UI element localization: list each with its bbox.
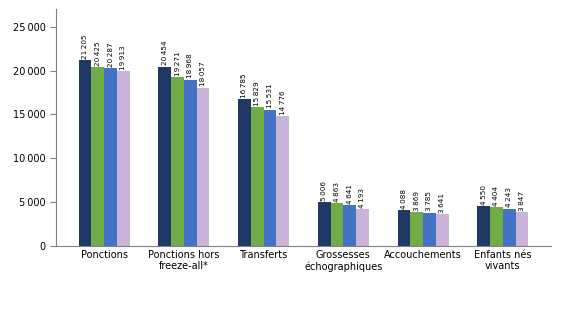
Bar	[343, 205, 356, 246]
Text: 3 785: 3 785	[427, 191, 432, 211]
Bar	[318, 202, 330, 246]
Text: 19 271: 19 271	[175, 51, 180, 76]
Bar	[356, 209, 369, 246]
Text: 4 243: 4 243	[506, 187, 512, 207]
Text: 4 088: 4 088	[401, 189, 407, 209]
Text: 4 641: 4 641	[347, 184, 353, 204]
Bar	[264, 110, 277, 246]
Bar	[477, 206, 490, 246]
Bar	[197, 88, 210, 246]
Text: 3 641: 3 641	[439, 192, 445, 213]
Bar	[104, 68, 117, 246]
Bar	[490, 207, 503, 246]
Bar	[92, 67, 104, 246]
Bar	[277, 117, 289, 246]
Bar	[171, 77, 184, 246]
Bar	[423, 213, 436, 246]
Text: 20 425: 20 425	[95, 41, 101, 66]
Bar	[330, 203, 343, 246]
Text: 16 785: 16 785	[242, 73, 247, 98]
Bar	[503, 209, 515, 246]
Text: 4 550: 4 550	[481, 185, 487, 204]
Text: 14 776: 14 776	[280, 90, 285, 115]
Text: 19 913: 19 913	[120, 46, 126, 70]
Text: 20 454: 20 454	[162, 41, 168, 66]
Bar	[238, 99, 251, 246]
Bar	[397, 210, 410, 246]
Text: 3 869: 3 869	[414, 191, 420, 210]
Text: 4 404: 4 404	[493, 186, 500, 206]
Bar	[184, 80, 197, 246]
Text: 20 287: 20 287	[107, 42, 114, 67]
Bar	[158, 67, 171, 246]
Bar	[251, 107, 264, 246]
Text: 3 847: 3 847	[519, 191, 525, 211]
Text: 15 531: 15 531	[267, 84, 273, 108]
Text: 15 829: 15 829	[254, 81, 260, 106]
Bar	[436, 214, 448, 246]
Bar	[117, 72, 130, 246]
Bar	[515, 212, 528, 246]
Text: 4 863: 4 863	[334, 182, 340, 202]
Bar	[410, 212, 423, 246]
Text: 21 205: 21 205	[82, 34, 88, 59]
Bar	[79, 60, 92, 246]
Text: 18 057: 18 057	[200, 62, 206, 86]
Text: 4 193: 4 193	[360, 188, 365, 208]
Text: 18 968: 18 968	[187, 54, 193, 78]
Text: 5 006: 5 006	[321, 180, 327, 201]
